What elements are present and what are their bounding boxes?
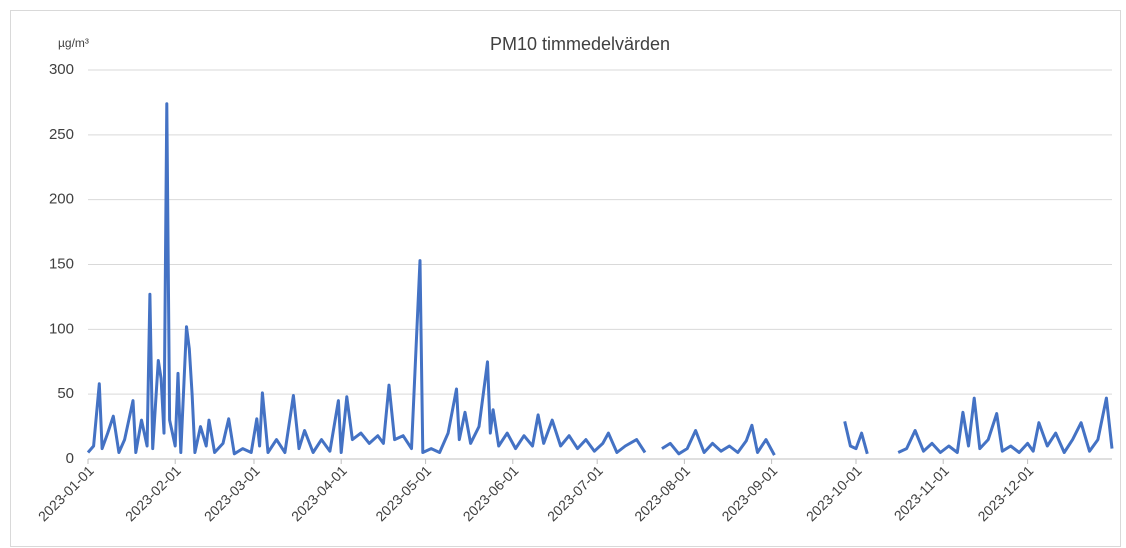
y-tick-label: 250 [49,126,74,143]
y-tick-label: 100 [49,320,74,337]
data-line [86,102,1114,456]
y-tick-label: 200 [49,191,74,208]
chart-frame [10,10,1121,547]
y-tick-label: 50 [57,385,74,402]
y-tick-label: 150 [49,255,74,272]
chart-title: PM10 timmedelvärden [490,34,670,54]
y-axis-unit: µg/m³ [58,36,89,50]
y-tick-label: 300 [49,61,74,78]
y-tick-label: 0 [66,450,74,467]
